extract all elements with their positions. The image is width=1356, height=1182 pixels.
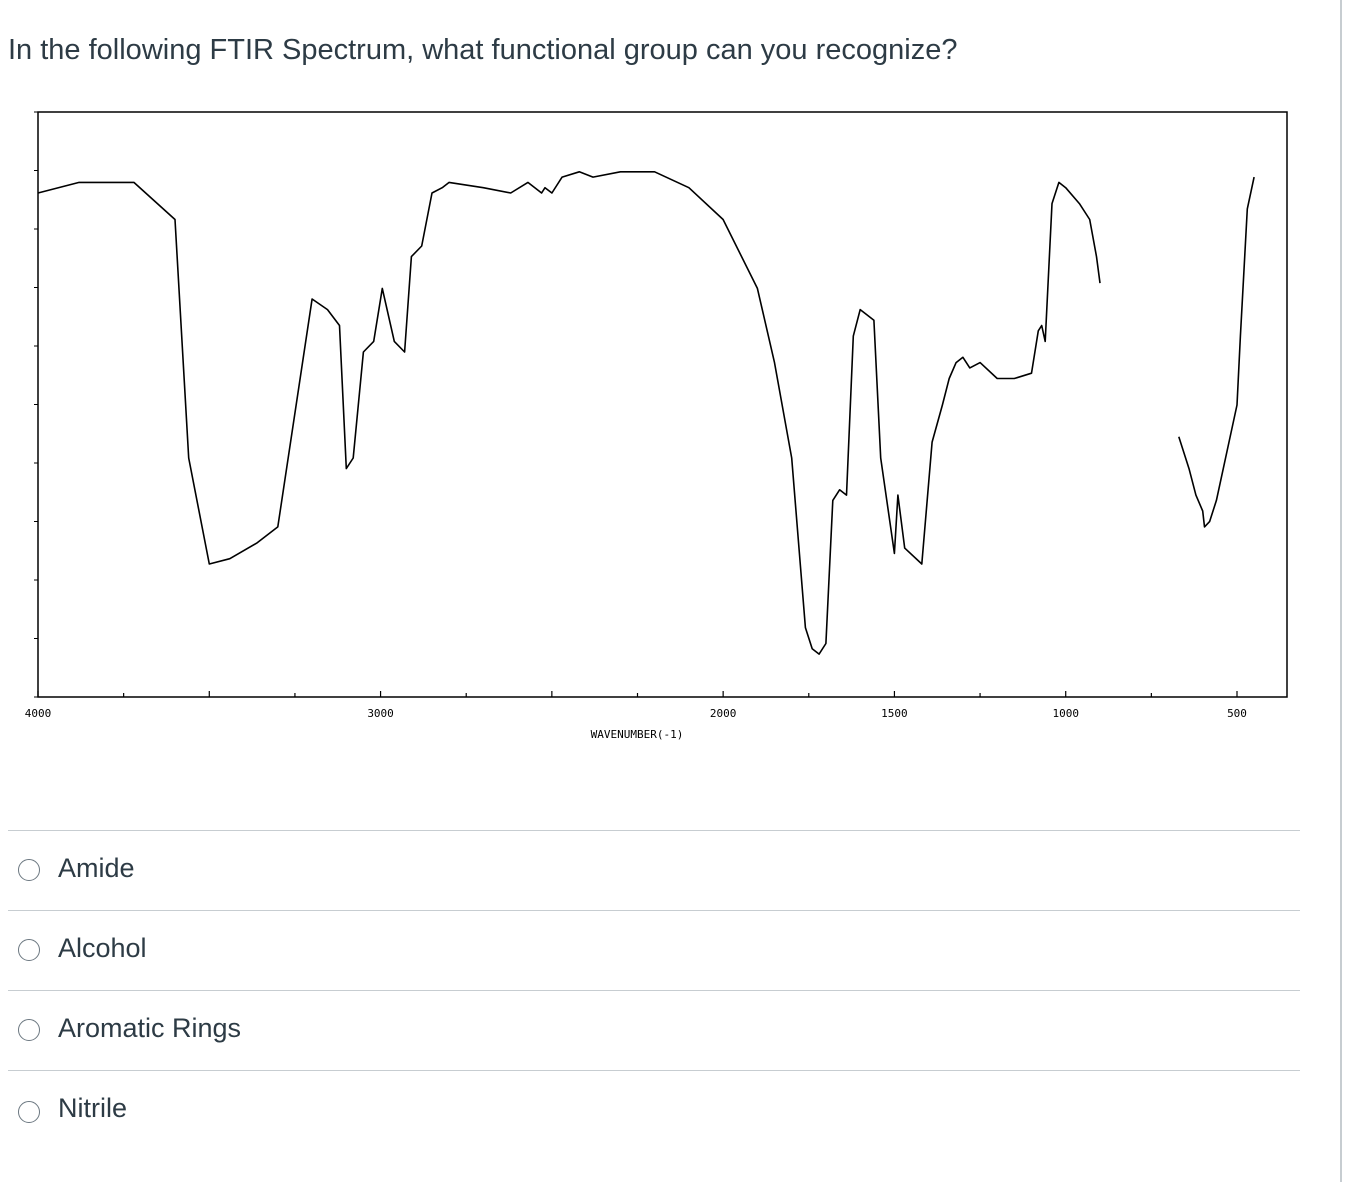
x-axis-label: WAVENUMBER(-1) <box>591 728 684 741</box>
spectrum-line-1 <box>37 171 1101 655</box>
answer-option-alcohol[interactable]: Alcohol <box>8 910 1300 990</box>
answer-label: Alcohol <box>58 933 147 963</box>
answer-label: Aromatic Rings <box>58 1013 242 1043</box>
page-right-border <box>1340 0 1342 1182</box>
x-tick-label: 1500 <box>881 707 908 720</box>
x-tick-label: 4000 <box>25 707 52 720</box>
answer-option-amide[interactable]: Amide <box>8 830 1300 910</box>
x-tick-label: 3000 <box>367 707 394 720</box>
answer-options: Amide Alcohol Aromatic Rings Nitrile <box>8 830 1300 1150</box>
axis-tick-labels: 4000 3000 2000 1500 1000 500 <box>25 707 1247 720</box>
axis-ticks <box>34 111 1238 698</box>
radio-button-icon[interactable] <box>18 859 40 881</box>
spectrum-line-2 <box>1178 176 1255 528</box>
spectrum-lines <box>37 171 1255 655</box>
radio-button-icon[interactable] <box>18 1019 40 1041</box>
ftir-spectrum-chart: 4000 3000 2000 1500 1000 500 WAVENUMBER(-1) <box>25 111 1288 741</box>
x-tick-label: 2000 <box>710 707 737 720</box>
x-tick-label: 500 <box>1227 707 1247 720</box>
radio-button-icon[interactable] <box>18 939 40 961</box>
answer-label: Nitrile <box>58 1093 128 1123</box>
answer-option-nitrile[interactable]: Nitrile <box>8 1070 1300 1150</box>
x-tick-label: 1000 <box>1052 707 1079 720</box>
plot-frame <box>37 111 1288 698</box>
answer-label: Amide <box>58 853 135 883</box>
radio-button-icon[interactable] <box>18 1101 40 1123</box>
answer-option-aromatic-rings[interactable]: Aromatic Rings <box>8 990 1300 1070</box>
question-text: In the following FTIR Spectrum, what fun… <box>8 34 958 66</box>
